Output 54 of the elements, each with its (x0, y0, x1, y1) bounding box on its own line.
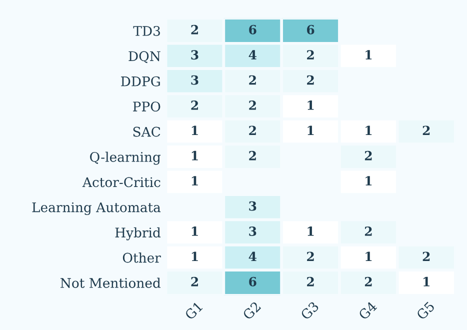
data-label: 4 (248, 50, 256, 60)
data-label: 2 (307, 75, 314, 85)
data-label: 1 (366, 126, 372, 135)
y-tick-label: TD3 (133, 26, 160, 36)
data-label: 2 (307, 50, 314, 60)
data-label: 3 (249, 226, 256, 236)
y-tick-label: Not Mentioned (60, 278, 161, 288)
data-label: 1 (366, 252, 372, 261)
data-label: 1 (192, 226, 198, 236)
y-tick-label: PPO (133, 102, 160, 112)
data-label: 2 (364, 226, 372, 236)
x-tick-label: G4 (358, 300, 378, 320)
data-label: 2 (364, 276, 372, 286)
data-label: 2 (191, 24, 198, 34)
data-label: 6 (306, 24, 314, 34)
y-tick-label: Other (122, 252, 161, 263)
data-label: 2 (422, 126, 430, 135)
data-label: 2 (191, 100, 198, 110)
data-label: 2 (249, 100, 256, 110)
y-tick-label: DQN (128, 51, 160, 64)
data-label: 1 (366, 50, 372, 60)
x-tick-label: G1 (184, 302, 203, 320)
data-label: 4 (248, 252, 256, 261)
data-label: 1 (192, 252, 198, 261)
data-label: 2 (364, 150, 372, 160)
data-label: 1 (308, 126, 314, 135)
data-label: 1 (366, 176, 372, 186)
data-label: 6 (249, 24, 256, 34)
x-tick-label: G3 (300, 301, 320, 320)
data-label: 2 (307, 252, 314, 261)
y-tick-label: Actor-Critic (82, 177, 160, 188)
data-label: 2 (249, 75, 256, 85)
data-label: 3 (249, 201, 256, 211)
y-tick-label: Learning Automata (32, 202, 161, 215)
data-label: 1 (308, 100, 314, 110)
data-label: 2 (249, 126, 256, 135)
y-tick-label: Hybrid (115, 227, 161, 240)
data-label: 2 (422, 252, 430, 261)
data-label: 2 (249, 150, 256, 160)
y-tick-label: Q-learning (90, 152, 161, 165)
data-label: 1 (424, 276, 430, 286)
y-tick-label: DDPG (121, 76, 160, 86)
data-label: 2 (191, 276, 198, 286)
x-tick-label: G2 (242, 301, 262, 320)
data-label: 3 (191, 50, 198, 60)
data-label: 1 (192, 176, 198, 186)
data-label: 3 (191, 75, 198, 85)
data-label: 1 (192, 126, 198, 135)
data-label: 6 (249, 276, 256, 286)
y-tick-label: SAC (133, 126, 160, 137)
data-label: 1 (308, 226, 314, 236)
data-label: 1 (192, 150, 198, 160)
data-label: 2 (307, 276, 314, 286)
x-tick-label: G5 (416, 301, 436, 320)
